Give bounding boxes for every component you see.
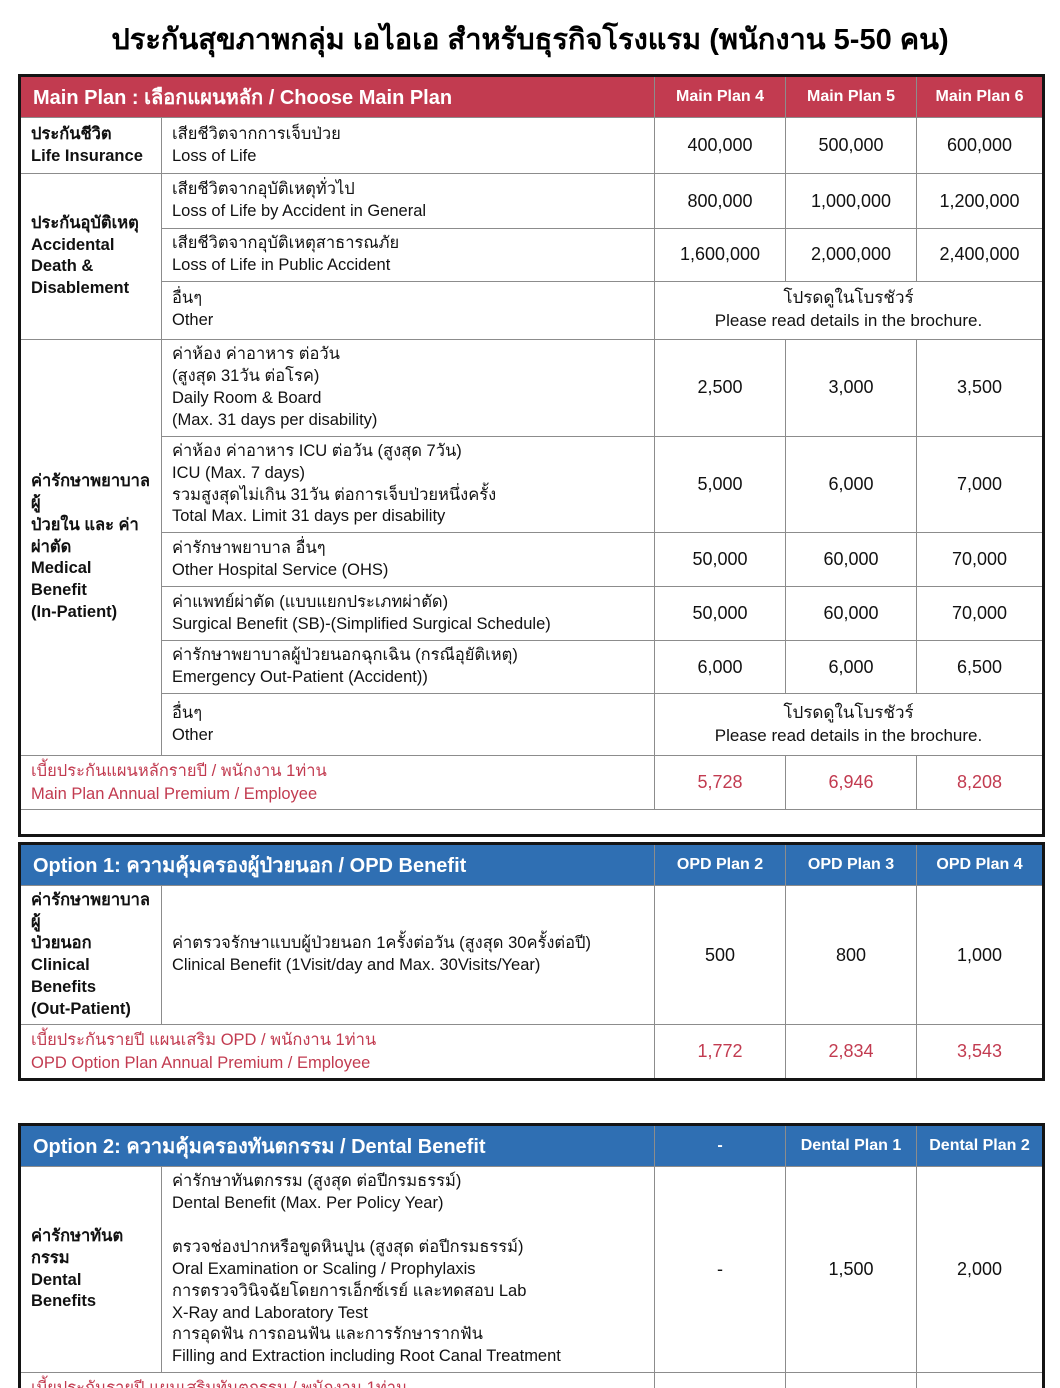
benefit-value: 3,500 (916, 338, 1044, 437)
row-public-accident: เสียชีวิตจากอุบัติเหตุสาธารณภัย Loss of … (20, 228, 1044, 282)
benefit-value: 2,500 (654, 338, 786, 437)
dental-premium-value: 970 (785, 1372, 917, 1388)
benefit-value: 2,000,000 (785, 228, 917, 282)
benefit-value: 2,400,000 (916, 228, 1044, 282)
opd-premium-label: เบี้ยประกันรายปี แผนเสริม OPD / พนักงาน … (19, 1024, 655, 1080)
opd-benefit-table: Option 1: ความคุ้มครองผู้ป่วยนอก / OPD B… (18, 841, 1045, 1081)
row-main-premium: เบี้ยประกันแผนหลักรายปี / พนักงาน 1ท่าน … (19, 755, 1044, 810)
dental-header-row: Option 2: ความคุ้มครองทันตกรรม / Dental … (19, 1123, 1044, 1167)
benefit-desc: อื่นๆ Other (161, 693, 655, 757)
opd-premium-value: 3,543 (916, 1024, 1044, 1080)
benefit-value: 5,000 (654, 435, 786, 534)
category-clinical-benefits: ค่ารักษาพยาบาลผู้ ป่วยนอก Clinical Benef… (19, 884, 162, 1026)
row-medical-other: อื่นๆ Other โปรดดูในโบรชัวร์ Please read… (20, 693, 1044, 757)
row-emergency-opd: ค่ารักษาพยาบาลผู้ป่วยนอกฉุกเฉิน (กรณีอุย… (20, 640, 1044, 695)
row-opd-premium: เบี้ยประกันรายปี แผนเสริม OPD / พนักงาน … (19, 1024, 1044, 1080)
row-daily-room-board: ค่ารักษาพยาบาลผู้ ป่วยใน และ ค่าผ่าตัด M… (19, 338, 1044, 757)
spacer-cell (19, 808, 1044, 836)
benefit-desc: ค่าแพทย์ผ่าตัด (แบบแยกประเภทผ่าตัด) Surg… (161, 586, 655, 642)
main-plan-4-header: Main Plan 4 (654, 75, 786, 118)
benefit-desc: อื่นๆ Other (161, 280, 655, 340)
benefit-desc: เสียชีวิตจากอุบัติเหตุสาธารณภัย Loss of … (161, 228, 655, 282)
benefit-desc: ค่าตรวจรักษาแบบผู้ป่วยนอก 1ครั้งต่อวัน (… (161, 884, 655, 1026)
benefit-value: 1,500 (785, 1165, 917, 1374)
brochure-note: โปรดดูในโบรชัวร์ Please read details in … (654, 280, 1044, 340)
benefit-value: 2,000 (916, 1165, 1044, 1374)
benefit-value: 6,500 (916, 640, 1044, 695)
benefit-value: 7,000 (916, 435, 1044, 534)
row-surgical-benefit: ค่าแพทย์ผ่าตัด (แบบแยกประเภทผ่าตัด) Surg… (20, 586, 1044, 642)
dental-plan-2-header: Dental Plan 2 (916, 1123, 1044, 1167)
benefit-value: 1,000,000 (785, 173, 917, 229)
category-life-insurance: ประกันชีวิต Life Insurance (19, 117, 162, 174)
row-other-hospital-service: ค่ารักษาพยาบาล อื่นๆ Other Hospital Serv… (20, 532, 1044, 588)
dental-premium-label: เบี้ยประกันรายปี แผนเสริมทันตกรรม / พนัก… (19, 1372, 655, 1388)
benefit-value: 6,000 (654, 640, 786, 695)
benefit-desc: ค่ารักษาทันตกรรม (สูงสุด ต่อปีกรมธรรม์) … (161, 1165, 655, 1374)
category-dental-benefits: ค่ารักษาทันตกรรม Dental Benefits (19, 1165, 162, 1374)
row-loss-of-life: ประกันชีวิต Life Insurance เสียชีวิตจากก… (19, 117, 1044, 174)
row-icu: ค่าห้อง ค่าอาหาร ICU ต่อวัน (สูงสุด 7วัน… (20, 435, 1044, 534)
benefit-value: 6,000 (785, 435, 917, 534)
dental-premium-value: 1,294 (916, 1372, 1044, 1388)
opd-premium-value: 2,834 (785, 1024, 917, 1080)
row-dental-premium: เบี้ยประกันรายปี แผนเสริมทันตกรรม / พนัก… (19, 1372, 1044, 1388)
benefit-desc: ค่ารักษาพยาบาลผู้ป่วยนอกฉุกเฉิน (กรณีอุย… (161, 640, 655, 695)
benefit-value: 800,000 (654, 173, 786, 229)
benefit-value: 1,000 (916, 884, 1044, 1026)
benefit-value: 500,000 (785, 117, 917, 174)
benefit-value: 500 (654, 884, 786, 1026)
page-title: ประกันสุขภาพกลุ่ม เอไอเอ สำหรับธุรกิจโรง… (111, 24, 949, 56)
main-plan-header-row: Main Plan : เลือกแผนหลัก / Choose Main P… (19, 75, 1044, 118)
main-premium-value: 8,208 (916, 755, 1044, 810)
row-dental-benefit: ค่ารักษาทันตกรรม Dental Benefits ค่ารักษ… (19, 1165, 1044, 1374)
opd-header-title: Option 1: ความคุ้มครองผู้ป่วยนอก / OPD B… (19, 842, 655, 886)
benefit-desc: เสียชีวิตจากการเจ็บป่วย Loss of Life (161, 117, 655, 174)
dental-blank-plan-header: - (654, 1123, 786, 1167)
row-accident-other: อื่นๆ Other โปรดดูในโบรชัวร์ Please read… (20, 280, 1044, 340)
benefit-desc: ค่าห้อง ค่าอาหาร ต่อวัน (สูงสุด 31วัน ต่… (161, 338, 655, 437)
main-premium-label: เบี้ยประกันแผนหลักรายปี / พนักงาน 1ท่าน … (19, 755, 655, 810)
main-plan-header-title: Main Plan : เลือกแผนหลัก / Choose Main P… (19, 75, 655, 118)
benefit-value: 600,000 (916, 117, 1044, 174)
opd-plan-3-header: OPD Plan 3 (785, 842, 917, 886)
benefit-desc: ค่ารักษาพยาบาล อื่นๆ Other Hospital Serv… (161, 532, 655, 588)
benefit-value: 3,000 (785, 338, 917, 437)
benefit-value: 400,000 (654, 117, 786, 174)
benefit-value: 1,200,000 (916, 173, 1044, 229)
benefit-value: 50,000 (654, 532, 786, 588)
opd-header-row: Option 1: ความคุ้มครองผู้ป่วยนอก / OPD B… (19, 842, 1044, 886)
benefit-value: 50,000 (654, 586, 786, 642)
benefit-value: - (654, 1165, 786, 1374)
dental-premium-value: 0 (654, 1372, 786, 1388)
benefit-value: 1,600,000 (654, 228, 786, 282)
benefit-value: 70,000 (916, 532, 1044, 588)
opd-premium-value: 1,772 (654, 1024, 786, 1080)
benefit-value: 70,000 (916, 586, 1044, 642)
benefit-desc: เสียชีวิตจากอุบัติเหตุทั่วไป Loss of Lif… (161, 173, 655, 229)
row-accident-general: ประกันอุบัติเหตุ Accidental Death & Disa… (19, 173, 1044, 340)
main-plan-6-header: Main Plan 6 (916, 75, 1044, 118)
benefit-value: 60,000 (785, 532, 917, 588)
benefit-desc: ค่าห้อง ค่าอาหาร ICU ต่อวัน (สูงสุด 7วัน… (161, 435, 655, 534)
opd-plan-2-header: OPD Plan 2 (654, 842, 786, 886)
dental-header-title: Option 2: ความคุ้มครองทันตกรรม / Dental … (19, 1123, 655, 1167)
category-accidental-death: ประกันอุบัติเหตุ Accidental Death & Disa… (19, 173, 162, 340)
main-premium-value: 5,728 (654, 755, 786, 810)
main-premium-value: 6,946 (785, 755, 917, 810)
spacer-row (19, 808, 1044, 836)
main-plan-table: Main Plan : เลือกแผนหลัก / Choose Main P… (18, 74, 1045, 837)
benefit-value: 6,000 (785, 640, 917, 695)
benefit-value: 800 (785, 884, 917, 1026)
benefit-value: 60,000 (785, 586, 917, 642)
dental-plan-1-header: Dental Plan 1 (785, 1123, 917, 1167)
main-plan-5-header: Main Plan 5 (785, 75, 917, 118)
opd-plan-4-header: OPD Plan 4 (916, 842, 1044, 886)
category-medical-benefit: ค่ารักษาพยาบาลผู้ ป่วยใน และ ค่าผ่าตัด M… (19, 338, 162, 757)
row-clinical-benefit: ค่ารักษาพยาบาลผู้ ป่วยนอก Clinical Benef… (19, 884, 1044, 1026)
dental-benefit-table: Option 2: ความคุ้มครองทันตกรรม / Dental … (18, 1122, 1045, 1388)
brochure-note: โปรดดูในโบรชัวร์ Please read details in … (654, 693, 1044, 757)
